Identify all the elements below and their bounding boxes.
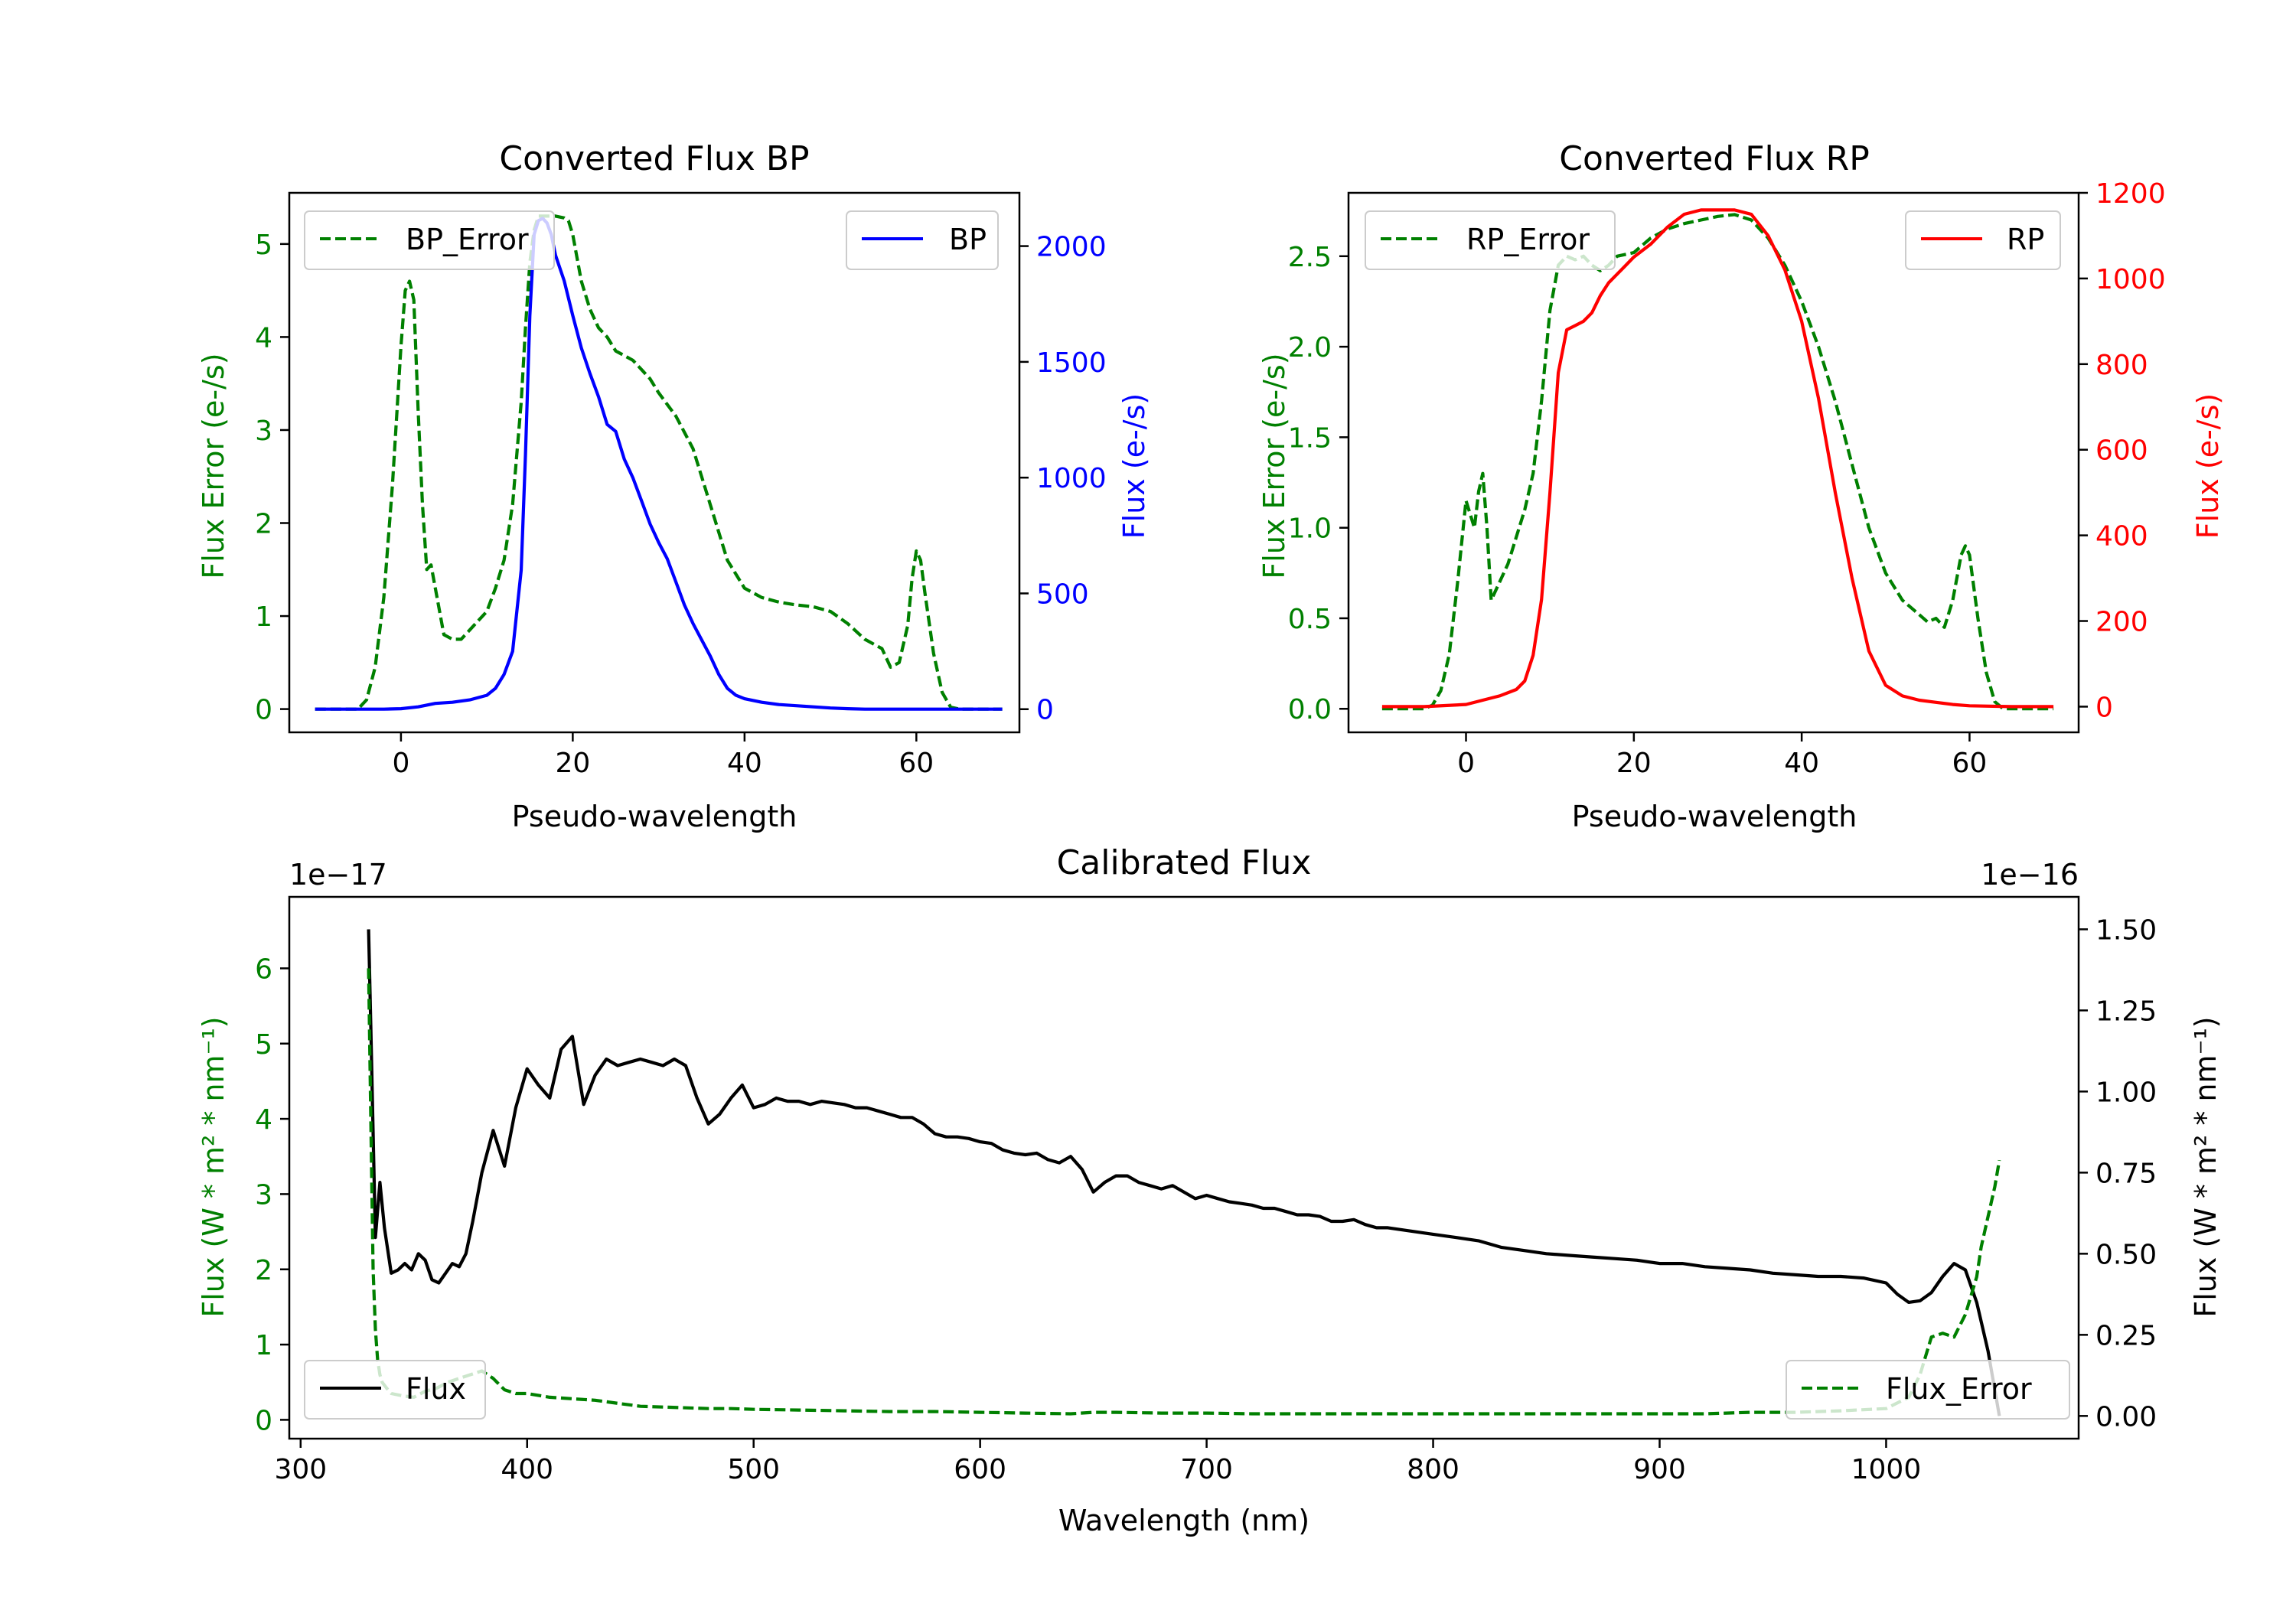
bp-xtick-label: 40 bbox=[727, 748, 762, 779]
calibrated-ytick-right-label: 0.75 bbox=[2095, 1158, 2157, 1189]
calibrated-ytick-right-label: 1.00 bbox=[2095, 1077, 2157, 1108]
bp-series-bp-error bbox=[315, 214, 1003, 711]
bp-ytick-left-label: 0 bbox=[255, 695, 272, 726]
bp-legend-right: BP bbox=[846, 210, 999, 270]
bp-legend-left: BP_Error bbox=[304, 210, 555, 270]
panel-calibrated: Calibrated Flux 1e−17 1e−16 300 400 500 600… bbox=[197, 843, 2223, 1537]
rp-ytick-left-label: 1.0 bbox=[1288, 513, 1332, 545]
calibrated-xtick-label: 300 bbox=[274, 1454, 327, 1485]
calibrated-xtick-label: 400 bbox=[501, 1454, 553, 1485]
rp-ytick-right-label: 600 bbox=[2095, 435, 2148, 467]
calibrated-ytick-right-label: 0.00 bbox=[2095, 1401, 2157, 1433]
rp-xtick-label: 20 bbox=[1616, 748, 1652, 779]
bp-ytick-left-label: 2 bbox=[255, 509, 272, 540]
rp-legend-left: RP_Error bbox=[1365, 210, 1616, 270]
calibrated-ytick-left-label: 6 bbox=[255, 953, 272, 985]
bp-series-bp bbox=[315, 217, 1003, 711]
bp-legend-left-box bbox=[304, 210, 555, 270]
calibrated-ytick-right-label: 1.25 bbox=[2095, 996, 2157, 1027]
calibrated-xtick-label: 1000 bbox=[1851, 1454, 1922, 1485]
cal-xlabel: Wavelength (nm) bbox=[1058, 1504, 1309, 1537]
rp-ytick-left-label: 1.5 bbox=[1288, 422, 1332, 454]
calibrated-ytick-left-label: 5 bbox=[255, 1029, 272, 1061]
bp-ytick-right-label: 2000 bbox=[1036, 232, 1107, 263]
rp-title: Converted Flux RP bbox=[1559, 139, 1870, 178]
cal-legend-right: Flux_Error bbox=[1786, 1360, 2070, 1420]
bp-ylabel-left: Flux Error (e-/s) bbox=[197, 353, 230, 579]
bp-title: Converted Flux BP bbox=[499, 139, 809, 178]
rp-series-rp bbox=[1381, 208, 2054, 709]
rp-ytick-left-label: 2.0 bbox=[1288, 332, 1332, 363]
cal-legend-left-label: Flux bbox=[406, 1372, 466, 1406]
rp-ytick-right-label: 0 bbox=[2095, 692, 2113, 723]
calibrated-ytick-left-label: 1 bbox=[255, 1330, 272, 1361]
calibrated-xtick-label: 900 bbox=[1633, 1454, 1686, 1485]
calibrated-ytick-right-label: 0.50 bbox=[2095, 1239, 2157, 1270]
calibrated-ytick-right-label: 0.25 bbox=[2095, 1320, 2157, 1351]
cal-title: Calibrated Flux bbox=[1057, 843, 1312, 882]
bp-ytick-right-label: 500 bbox=[1036, 579, 1089, 610]
calibrated-xtick-label: 600 bbox=[954, 1454, 1006, 1485]
rp-legend-right: RP bbox=[1905, 210, 2061, 270]
bp-plot-area: 0 20 40 60 0 1 2 3 4 5 0 500 1000 1500 2000 bbox=[255, 191, 1107, 779]
panel-rp: Converted Flux RP 0 20 40 60 0.0 0.5 1.0 1.5 2.0… bbox=[1257, 139, 2225, 833]
rp-xtick-label: 40 bbox=[1784, 748, 1819, 779]
rp-xtick-label: 0 bbox=[1457, 748, 1475, 779]
calibrated-ytick-left-label: 0 bbox=[255, 1405, 272, 1436]
bp-xtick-label: 20 bbox=[555, 748, 590, 779]
cal-legend-left-box bbox=[304, 1360, 486, 1420]
bp-ytick-right-label: 1000 bbox=[1036, 463, 1107, 494]
panel-bp: Converted Flux BP 0 20 40 60 0 1 2 3 4 5 0 500 1000 1… bbox=[197, 139, 1151, 833]
rp-xtick-label: 60 bbox=[1952, 748, 1988, 779]
cal-legend-right-box bbox=[1786, 1360, 2070, 1420]
rp-ytick-right-label: 1000 bbox=[2095, 264, 2166, 295]
rp-ytick-left-label: 0.5 bbox=[1288, 604, 1332, 635]
cal-ylabel-right: Flux (W * m² * nm⁻¹) bbox=[2189, 1016, 2223, 1317]
bp-xtick-label: 60 bbox=[899, 748, 934, 779]
bp-ytick-left-label: 1 bbox=[255, 601, 272, 633]
bp-xlabel: Pseudo-wavelength bbox=[512, 800, 797, 833]
calibrated-xtick-label: 500 bbox=[727, 1454, 780, 1485]
rp-xlabel: Pseudo-wavelength bbox=[1572, 800, 1857, 833]
cal-offset-right: 1e−16 bbox=[1981, 858, 2079, 892]
bp-xtick-label: 0 bbox=[392, 748, 409, 779]
rp-ytick-right-label: 200 bbox=[2095, 607, 2148, 638]
rp-ytick-left-label: 2.5 bbox=[1288, 242, 1332, 273]
bp-legend-right-label: BP bbox=[949, 223, 987, 256]
calibrated-xtick-label: 700 bbox=[1180, 1454, 1233, 1485]
bp-ylabel-right: Flux (e-/s) bbox=[1117, 393, 1151, 539]
cal-offset-left: 1e−17 bbox=[289, 858, 387, 892]
cal-ylabel-left: Flux (W * m² * nm⁻¹) bbox=[197, 1016, 230, 1317]
calibrated-ytick-left-label: 4 bbox=[255, 1104, 272, 1136]
cal-legend-right-label: Flux_Error bbox=[1886, 1372, 2032, 1406]
bp-ytick-left-label: 3 bbox=[255, 416, 272, 447]
bp-ytick-right-label: 1500 bbox=[1036, 347, 1107, 379]
rp-ylabel-left: Flux Error (e-/s) bbox=[1257, 353, 1291, 579]
calibrated-ytick-right-label: 1.50 bbox=[2095, 914, 2157, 946]
rp-ylabel-right: Flux (e-/s) bbox=[2191, 393, 2225, 539]
bp-ytick-left-label: 4 bbox=[255, 322, 272, 354]
calibrated-ytick-left-label: 3 bbox=[255, 1179, 272, 1211]
bp-legend-left-label: BP_Error bbox=[406, 223, 529, 256]
cal-legend-left: Flux bbox=[304, 1360, 486, 1420]
rp-legend-right-box bbox=[1905, 210, 2061, 270]
calibrated-axes-frame bbox=[288, 895, 2080, 1440]
calibrated-xtick-label: 800 bbox=[1407, 1454, 1459, 1485]
bp-ytick-left-label: 5 bbox=[255, 230, 272, 261]
rp-legend-left-box bbox=[1365, 210, 1616, 270]
rp-ytick-right-label: 400 bbox=[2095, 521, 2148, 553]
rp-ytick-right-label: 1200 bbox=[2095, 178, 2166, 210]
rp-legend-right-label: RP bbox=[2007, 223, 2044, 256]
bp-ytick-right-label: 0 bbox=[1036, 695, 1054, 726]
rp-legend-left-label: RP_Error bbox=[1466, 223, 1590, 256]
bp-axes-frame bbox=[288, 191, 1021, 734]
calibrated-ytick-left-label: 2 bbox=[255, 1255, 272, 1286]
rp-ytick-left-label: 0.0 bbox=[1288, 694, 1332, 725]
rp-axes-frame bbox=[1347, 191, 2080, 734]
rp-plot-area: 0 20 40 60 0.0 0.5 1.0 1.5 2.0 2.5 0 200 400 600 800 10… bbox=[1288, 178, 2166, 779]
calibrated-series-flux bbox=[367, 929, 2001, 1416]
rp-ytick-right-label: 800 bbox=[2095, 350, 2148, 381]
